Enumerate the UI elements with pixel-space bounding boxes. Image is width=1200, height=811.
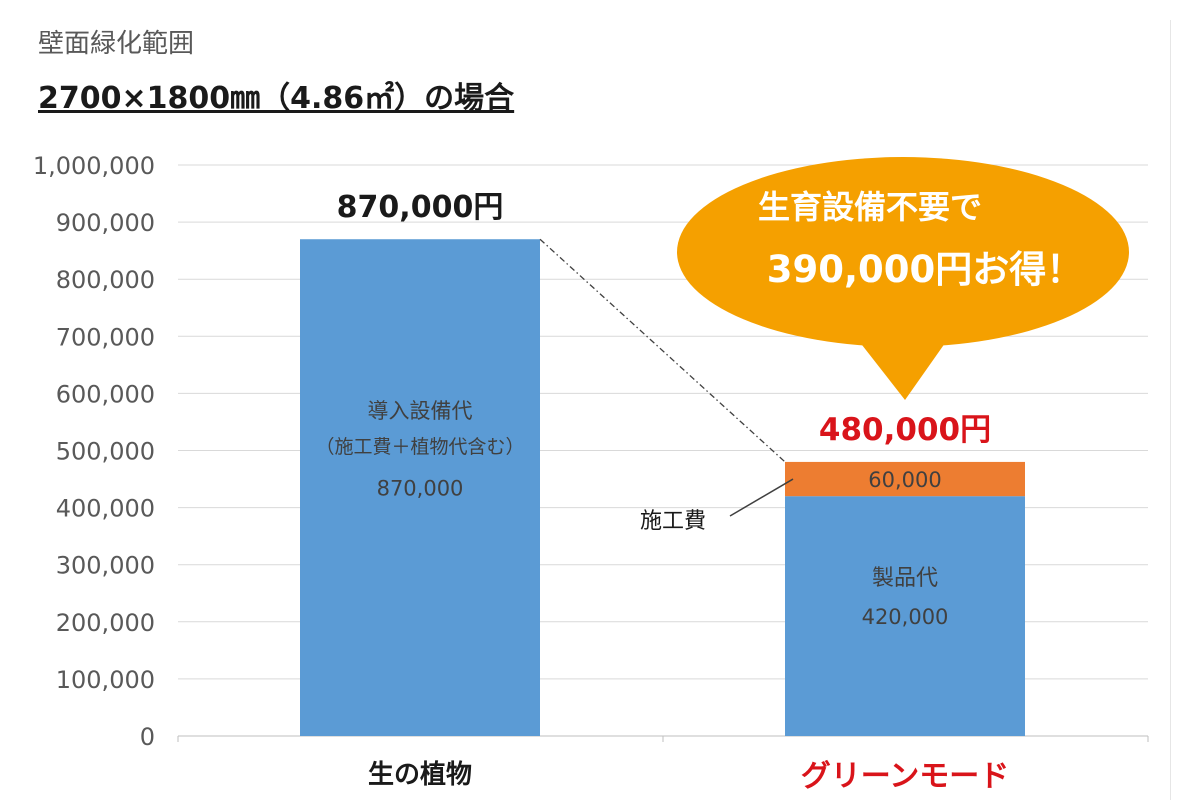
bars [300,239,1025,737]
callout-text-line2: 390,000円お得！ [767,248,1084,291]
annotations: 870,000円 480,000円 導入設備代 （施工費＋植物代含む） 870,000 製… [315,190,991,629]
y-tick-label: 1,000,000 [33,152,155,180]
bar1-category-label: 導入設備代 [368,399,473,423]
comparison-connector-line [539,238,786,463]
y-tick-label: 300,000 [56,552,155,580]
install-cost-label: 施工費 [640,509,706,534]
y-tick-label: 800,000 [56,266,155,294]
y-tick-label: 500,000 [56,438,155,466]
bar2-install-value: 60,000 [868,468,941,492]
bar-segment-install [785,461,1025,497]
y-tick-label: 100,000 [56,666,155,694]
y-tick-label: 200,000 [56,609,155,637]
bar-segment-main [785,496,1025,736]
chart-area-border [1170,20,1171,800]
bar1-value-label: 870,000 [377,477,464,501]
total-label-bar1: 870,000円 [337,190,504,225]
y-axis: 0 100,000 200,000 300,000 400,000 500,000 600,… [33,152,155,751]
bar2-product-label: 製品代 [872,566,938,591]
y-tick-label: 600,000 [56,380,155,408]
bar-segment-main [300,239,540,737]
callout-pointer [855,336,950,400]
callout-text-line1: 生育設備不要で [758,188,982,226]
x-category-label: グリーンモード [801,759,1010,794]
savings-callout: 生育設備不要で 390,000円お得！ [677,157,1129,400]
bar1-category-sublabel: （施工費＋植物代含む） [315,436,524,458]
chart-title: 2700×1800㎜（4.86㎡）の場合 [38,81,514,116]
y-tick-label: 0 [140,723,155,751]
y-tick-label: 400,000 [56,495,155,523]
x-category-label: 生の植物 [368,760,472,790]
y-tick-label: 900,000 [56,209,155,237]
install-cost-leader-line [729,478,794,517]
y-tick-label: 700,000 [56,323,155,351]
chart-subtitle: 壁面緑化範囲 [38,29,194,59]
total-label-bar2: 480,000円 [819,412,991,448]
bar2-product-value: 420,000 [862,605,949,629]
x-axis-categories: 生の植物 グリーンモード [368,759,1009,794]
callout-bubble [677,157,1129,347]
